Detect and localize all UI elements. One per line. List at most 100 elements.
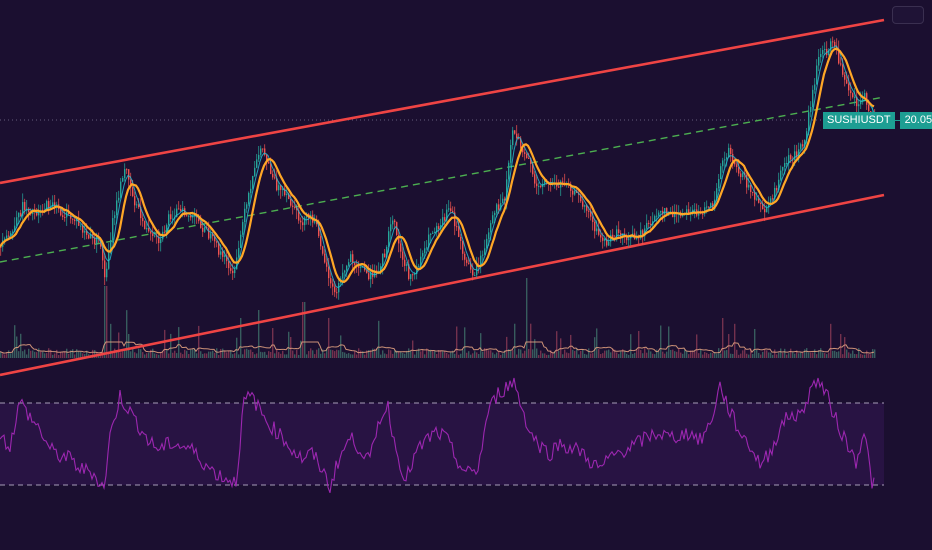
candle-body [420, 256, 422, 266]
volume-bar [124, 349, 126, 358]
candle-body [766, 207, 768, 213]
volume-bar [138, 348, 140, 358]
volume-bar [58, 354, 60, 358]
candle-body [324, 253, 326, 263]
candle-body [480, 255, 482, 268]
candle-body [352, 254, 354, 263]
candle-body [682, 214, 684, 217]
candle-body [748, 184, 750, 188]
candle-body [486, 238, 488, 249]
volume-bar [396, 350, 398, 358]
volume-bar [284, 354, 286, 358]
volume-bar [262, 352, 264, 358]
volume-bar [154, 353, 156, 358]
volume-bar [4, 354, 6, 358]
chart-settings-button[interactable] [892, 6, 924, 24]
volume-bar [614, 349, 616, 358]
volume-bar [656, 349, 658, 358]
volume-bar [690, 350, 692, 358]
volume-bar [122, 351, 124, 358]
candle-body [270, 163, 272, 174]
candle-body [396, 222, 398, 236]
volume-bar [812, 352, 814, 358]
volume-bar [242, 354, 244, 358]
trend-channel[interactable] [0, 18, 885, 377]
candle-body [208, 227, 210, 239]
candle-body [422, 253, 424, 257]
volume-bar [500, 354, 502, 358]
volume-bar [28, 348, 30, 358]
candle-body [846, 79, 848, 84]
candle-body [834, 41, 836, 47]
volume-bar [48, 348, 50, 358]
candle-body [104, 260, 106, 278]
volume-bar [454, 353, 456, 358]
volume-bar [408, 348, 410, 358]
volume-bar [676, 351, 678, 358]
candle-body [602, 237, 604, 241]
candle-body [354, 262, 356, 265]
volume-bar [494, 354, 496, 358]
volume-bar [432, 350, 434, 358]
volume-bar [398, 351, 400, 358]
volume-bar [46, 353, 48, 358]
candle-body [90, 234, 92, 239]
candle-body [224, 255, 226, 257]
volume-bar [626, 353, 628, 358]
candle-body [612, 234, 614, 240]
candle-body [180, 209, 182, 211]
volume-bar [566, 352, 568, 358]
candle-body [666, 208, 668, 216]
volume-bar [336, 349, 338, 358]
candle-body [132, 187, 134, 197]
volume-bar [286, 354, 288, 358]
volume-bar [840, 334, 842, 358]
volume-bar [394, 350, 396, 358]
volume-bar [810, 352, 812, 358]
candle-body [226, 255, 228, 262]
candle-body [786, 162, 788, 164]
volume-bar [744, 349, 746, 358]
volume-bar [282, 350, 284, 358]
volume-bar [742, 350, 744, 358]
volume-bar [646, 352, 648, 358]
candle-body [334, 286, 336, 293]
volume-bar [328, 318, 330, 358]
candle-body [426, 247, 428, 249]
candle-body [768, 202, 770, 208]
volume-bar [438, 350, 440, 358]
candle-body [394, 220, 396, 223]
volume-bar [508, 349, 510, 358]
candle-body [158, 236, 160, 244]
volume-bar [268, 351, 270, 358]
candle-body [444, 217, 446, 221]
candle-body [16, 217, 18, 226]
volume-bar [766, 350, 768, 358]
volume-bar [108, 351, 110, 358]
volume-bar [662, 351, 664, 358]
candle-body [840, 63, 842, 65]
volume-bar [696, 334, 698, 358]
volume-bar [128, 334, 130, 358]
candle-body [128, 169, 130, 180]
volume-bar [844, 337, 846, 358]
volume-bar [640, 350, 642, 358]
volume-bar [512, 350, 514, 358]
volume-bar [562, 354, 564, 358]
candle-body [524, 152, 526, 154]
candle-body [204, 227, 206, 232]
volume-bar [426, 348, 428, 358]
volume-bar [334, 351, 336, 358]
candle-body [616, 229, 618, 240]
candle-body [720, 166, 722, 180]
candle-body [708, 206, 710, 208]
candle-body [238, 247, 240, 258]
volume-bar [598, 349, 600, 358]
candle-body [528, 157, 530, 159]
candle-body [450, 208, 452, 211]
volume-bar [60, 351, 62, 358]
volume-bar [314, 354, 316, 358]
volume-bar [496, 352, 498, 358]
volume-bar [588, 348, 590, 358]
